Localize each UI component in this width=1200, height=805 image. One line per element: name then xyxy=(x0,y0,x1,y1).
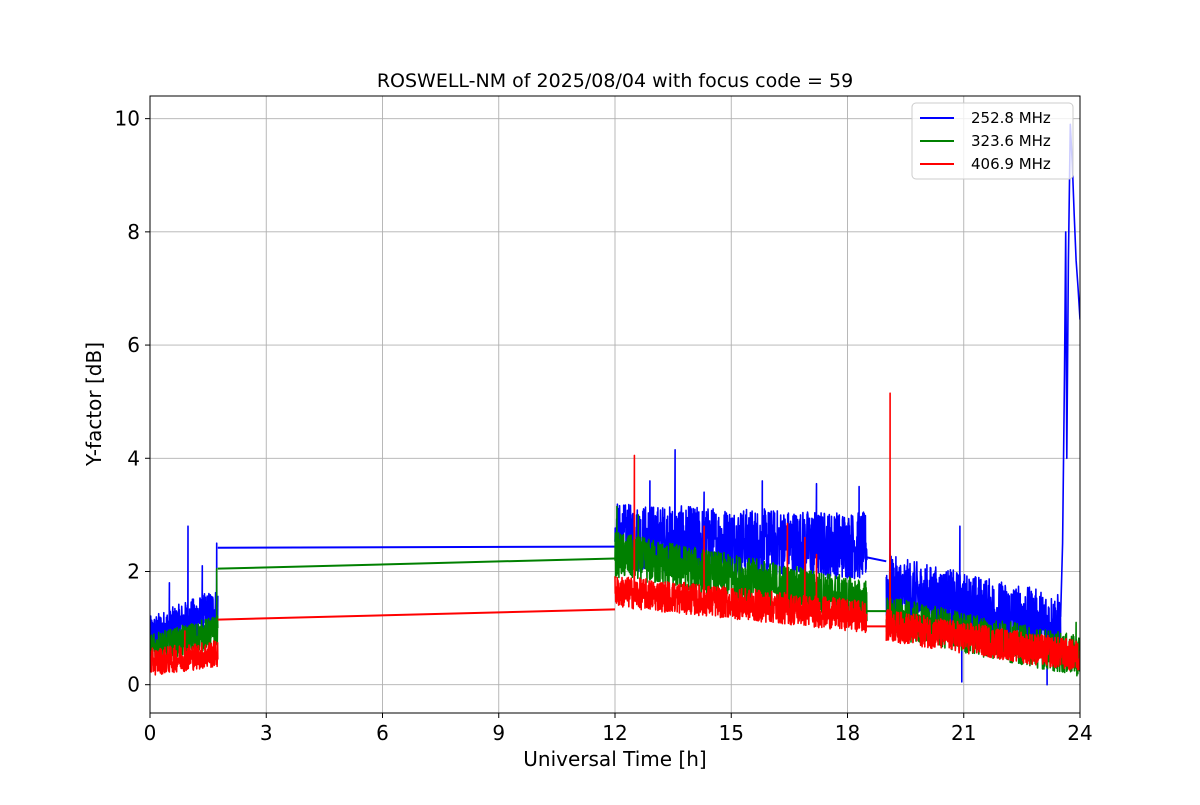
x-axis-label: Universal Time [h] xyxy=(523,747,706,771)
series-line xyxy=(614,448,868,580)
y-tick-label: 0 xyxy=(127,673,140,697)
series-connector-line xyxy=(866,556,887,563)
y-axis-label: Y-factor [dB] xyxy=(82,342,106,467)
y-tick-label: 4 xyxy=(127,446,140,470)
series-line xyxy=(150,630,219,676)
series-connector-line xyxy=(217,545,616,549)
legend-label: 323.6 MHz xyxy=(971,132,1051,150)
series-layer xyxy=(150,123,1080,686)
grid-lines xyxy=(149,96,1081,713)
y-tick-label: 8 xyxy=(127,220,140,244)
series-line xyxy=(614,454,868,634)
x-tick-label: 0 xyxy=(144,721,157,745)
series-line xyxy=(1059,123,1080,617)
chart-title: ROSWELL-NM of 2025/08/04 with focus code… xyxy=(377,70,853,92)
y-tick-label: 10 xyxy=(115,107,140,131)
x-tick-label: 3 xyxy=(260,721,273,745)
x-tick-label: 24 xyxy=(1067,721,1092,745)
series-line xyxy=(885,392,1080,671)
series-connector-line xyxy=(217,608,616,621)
y-tick-label: 2 xyxy=(127,559,140,583)
x-tick-label: 21 xyxy=(951,721,976,745)
x-tick-label: 18 xyxy=(835,721,860,745)
x-tick-label: 9 xyxy=(492,721,505,745)
series-connector-line xyxy=(217,557,616,570)
plot-area xyxy=(150,123,1080,686)
x-tick-label: 12 xyxy=(602,721,627,745)
legend: 252.8 MHz 323.6 MHz 406.9 MHz xyxy=(911,102,1074,180)
legend-label: 406.9 MHz xyxy=(971,155,1051,173)
x-tick-label: 6 xyxy=(376,721,389,745)
y-tick-label: 6 xyxy=(127,333,140,357)
series-3 xyxy=(150,392,1080,676)
legend-label: 252.8 MHz xyxy=(971,109,1051,127)
x-tick-label: 15 xyxy=(719,721,744,745)
legend-frame xyxy=(911,102,1074,180)
